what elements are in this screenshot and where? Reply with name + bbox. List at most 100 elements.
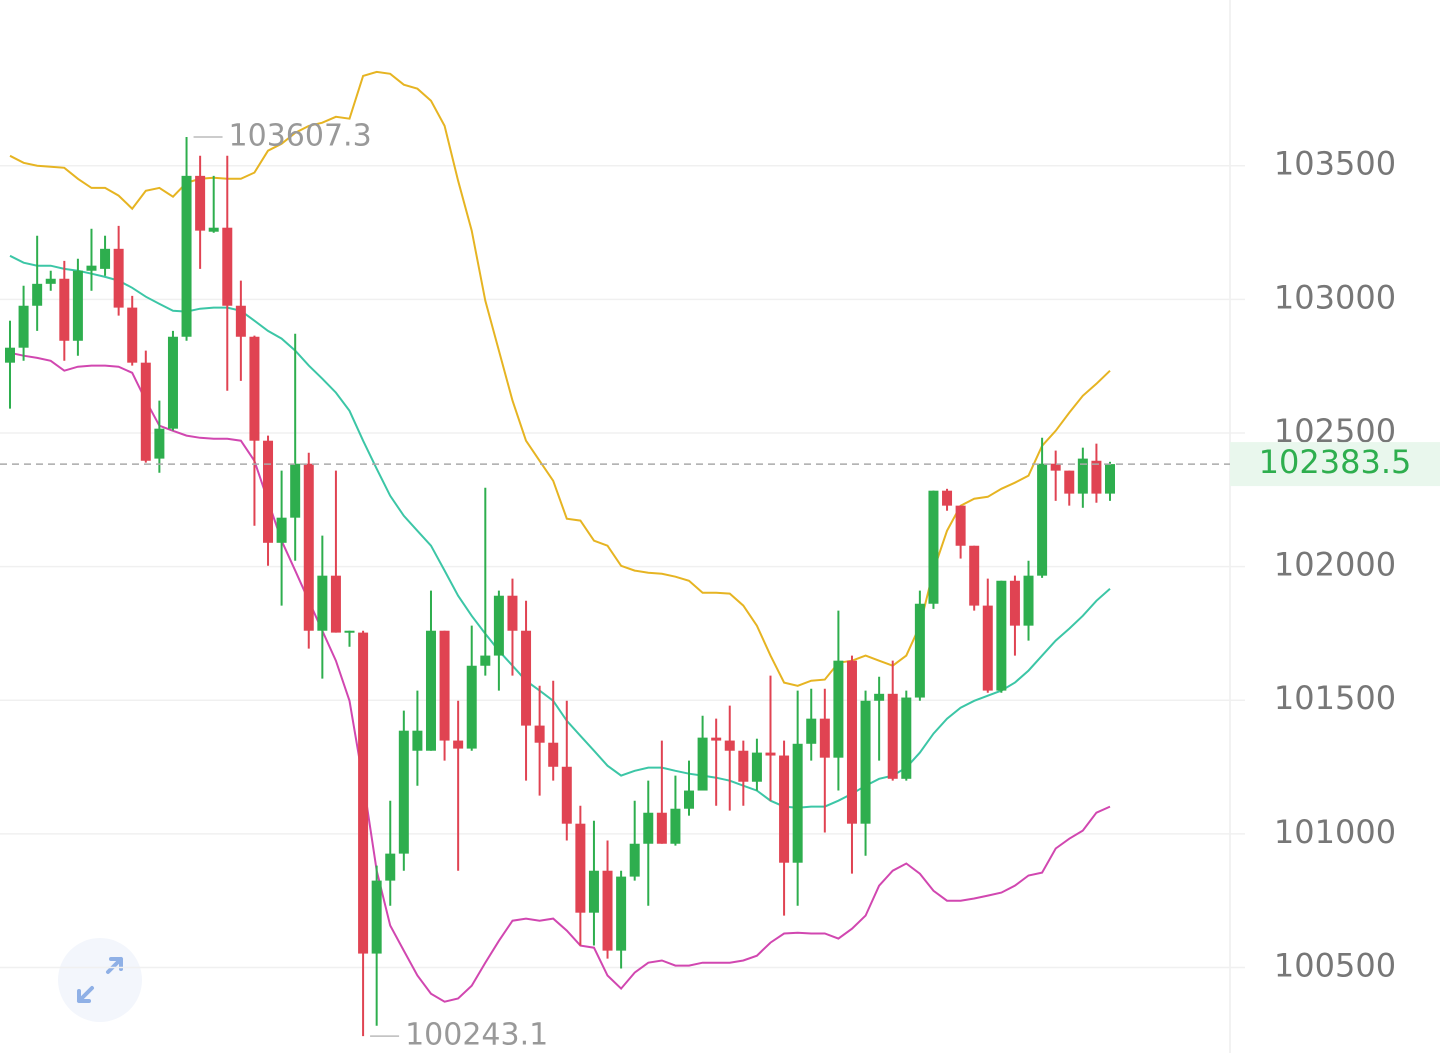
candle-body xyxy=(303,463,314,631)
candle-body xyxy=(480,655,491,666)
candle-body xyxy=(561,766,572,824)
candle-body xyxy=(765,752,776,756)
candle-body xyxy=(385,853,396,881)
candle-body xyxy=(942,490,953,506)
candle-body xyxy=(1091,460,1102,494)
candle-body xyxy=(833,660,844,758)
candle-body xyxy=(819,718,830,758)
candle-body xyxy=(425,630,436,751)
candle-body xyxy=(317,575,328,631)
candle-body xyxy=(738,750,749,782)
min-label: 100243.1 xyxy=(405,1018,548,1053)
candle-body xyxy=(290,463,301,518)
candle-body xyxy=(181,175,192,337)
candle-body xyxy=(113,248,124,308)
candle-body xyxy=(493,595,504,656)
band-line xyxy=(9,70,1111,687)
candle-body xyxy=(697,737,708,791)
candle-body xyxy=(466,665,477,749)
candle-body xyxy=(412,730,423,751)
candle-body xyxy=(371,880,382,954)
candle-body xyxy=(982,605,993,691)
candle-body xyxy=(684,790,695,809)
candle-body xyxy=(344,630,355,633)
expand-button-bg xyxy=(58,938,142,1022)
candle-body xyxy=(235,305,246,337)
candle-body xyxy=(711,737,722,741)
candle-body xyxy=(222,227,233,306)
candle-body xyxy=(32,283,43,306)
candle-body xyxy=(1009,580,1020,626)
candle-body xyxy=(534,725,545,743)
y-tick-label: 101500 xyxy=(1274,679,1396,717)
y-tick-label: 103000 xyxy=(1274,278,1396,316)
candle-body xyxy=(521,630,532,726)
candle-body xyxy=(1064,470,1075,494)
candle-body xyxy=(398,730,409,854)
candle-body xyxy=(5,347,15,363)
candle-body xyxy=(1105,464,1115,494)
candle-body xyxy=(914,603,925,698)
candle-body xyxy=(167,336,178,429)
candle-body xyxy=(86,265,97,271)
candle-body xyxy=(751,752,762,782)
candle-body xyxy=(928,490,939,604)
candle-body xyxy=(616,876,627,951)
candle-body xyxy=(874,693,885,701)
candle-body xyxy=(249,336,260,441)
candle-body xyxy=(860,700,871,824)
expand-button[interactable] xyxy=(58,938,142,1022)
candle-body xyxy=(779,755,790,863)
band-line xyxy=(9,351,1111,1003)
candle-body xyxy=(955,505,966,546)
candle-body xyxy=(969,545,980,606)
candle-body xyxy=(45,278,56,284)
max-label: 103607.3 xyxy=(229,119,372,154)
candle-body xyxy=(140,362,151,461)
candle-body xyxy=(901,697,912,779)
y-tick-label: 100500 xyxy=(1274,946,1396,984)
candle-body xyxy=(208,227,219,232)
candle-body xyxy=(1077,458,1088,494)
candle-body xyxy=(575,823,586,913)
candle-body xyxy=(629,843,640,877)
y-tick-label: 102000 xyxy=(1274,546,1396,584)
candle-body xyxy=(276,517,287,543)
candle-body xyxy=(806,718,817,744)
candle-body xyxy=(127,307,138,363)
candle-body xyxy=(887,693,898,779)
candle-body xyxy=(195,175,206,231)
y-tick-label: 103500 xyxy=(1274,145,1396,183)
candle-body xyxy=(1023,575,1034,626)
candle-body xyxy=(330,575,341,633)
candle-body xyxy=(453,740,464,749)
candle-body xyxy=(670,808,681,844)
candle-body xyxy=(724,740,735,751)
candle-body xyxy=(358,632,369,954)
candle-body xyxy=(588,870,599,913)
candle-body xyxy=(154,428,165,459)
y-tick-label: 101000 xyxy=(1274,813,1396,851)
candle-body xyxy=(263,440,274,543)
expand-icon xyxy=(77,957,123,1003)
candle-body xyxy=(1037,463,1048,576)
candle-body xyxy=(996,580,1007,691)
candle-body xyxy=(59,278,70,341)
candle-body xyxy=(846,660,857,824)
candle-body xyxy=(643,812,654,844)
last-price-box xyxy=(1230,442,1440,487)
band-line xyxy=(9,254,1111,809)
candle-body xyxy=(507,595,518,631)
candle-body xyxy=(656,812,667,844)
candle-body xyxy=(548,742,559,767)
candle-body xyxy=(439,630,450,741)
candle-body xyxy=(18,305,29,348)
candle-body xyxy=(72,270,83,341)
last-price-label: 102383.5 xyxy=(1259,443,1412,481)
candle-body xyxy=(602,870,613,951)
candle-body xyxy=(1050,463,1061,471)
candle-body xyxy=(100,248,111,269)
candle-body xyxy=(792,743,803,863)
